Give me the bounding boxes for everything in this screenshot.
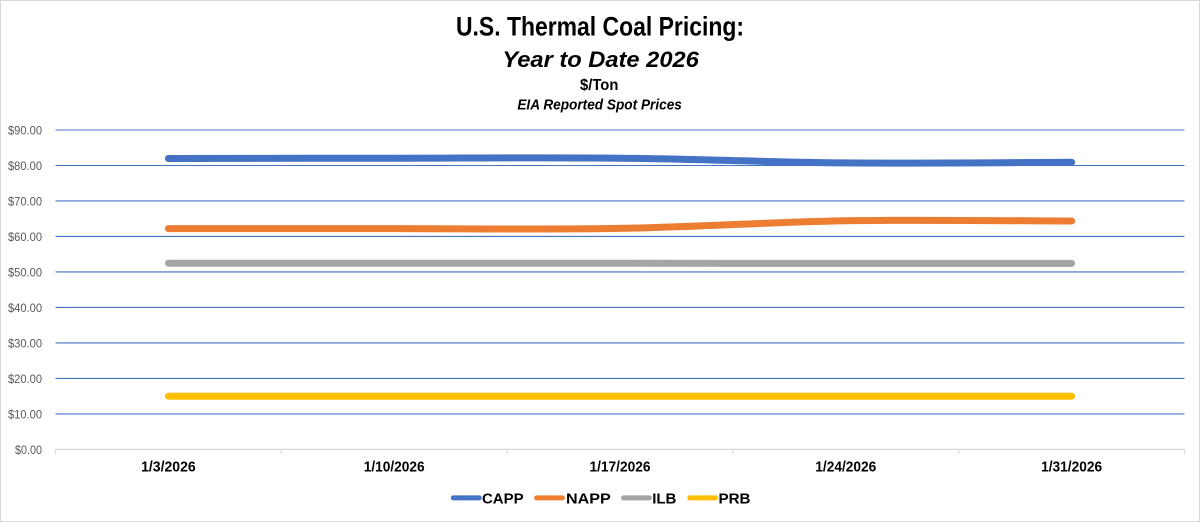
svg-text:$30.00: $30.00: [8, 336, 42, 350]
svg-text:1/3/2026: 1/3/2026: [141, 459, 196, 475]
svg-text:Year to Date 2026: Year to Date 2026: [502, 47, 699, 72]
svg-text:$80.00: $80.00: [8, 159, 42, 173]
svg-text:NAPP: NAPP: [566, 490, 611, 507]
svg-text:$20.00: $20.00: [8, 372, 42, 386]
svg-text:U.S. Thermal Coal Pricing:: U.S. Thermal Coal Pricing:: [456, 11, 744, 41]
svg-text:ILB: ILB: [652, 490, 676, 507]
svg-text:$60.00: $60.00: [8, 230, 42, 244]
svg-text:1/31/2026: 1/31/2026: [1041, 459, 1102, 475]
svg-text:1/17/2026: 1/17/2026: [590, 459, 651, 475]
svg-text:$90.00: $90.00: [8, 123, 42, 137]
svg-text:EIA Reported Spot Prices: EIA Reported Spot Prices: [517, 97, 682, 113]
svg-text:$70.00: $70.00: [8, 194, 42, 208]
svg-text:1/24/2026: 1/24/2026: [815, 459, 876, 475]
svg-text:$/Ton: $/Ton: [580, 77, 618, 94]
svg-text:$10.00: $10.00: [8, 407, 42, 421]
svg-text:$40.00: $40.00: [8, 301, 42, 315]
svg-text:PRB: PRB: [719, 490, 751, 507]
svg-text:1/10/2026: 1/10/2026: [364, 459, 425, 475]
svg-text:CAPP: CAPP: [482, 490, 524, 507]
svg-text:$0.00: $0.00: [15, 443, 42, 457]
svg-text:$50.00: $50.00: [8, 265, 42, 279]
